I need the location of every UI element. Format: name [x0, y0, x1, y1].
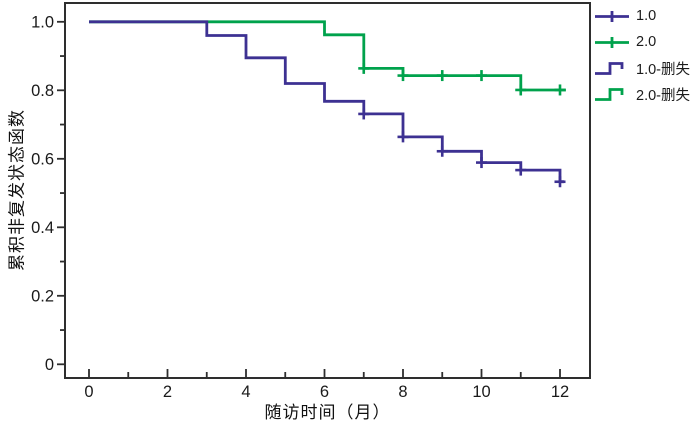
- x-tick-label: 6: [320, 383, 329, 401]
- legend-item: 1.0: [594, 3, 690, 29]
- y-tick-label: 0.6: [31, 150, 54, 168]
- x-tick-label: 0: [84, 383, 93, 401]
- x-tick-label: 4: [241, 383, 250, 401]
- legend-line-plus-icon: [595, 10, 629, 22]
- legend-label: 2.0-删失: [636, 87, 690, 104]
- plot-frame: [64, 2, 591, 379]
- y-tick-label: 0: [45, 356, 54, 374]
- legend-item: 2.0: [594, 29, 690, 55]
- legend-step-icon: [595, 87, 624, 101]
- legend-line-plus-icon: [595, 36, 629, 48]
- x-tick-label: 12: [551, 383, 569, 401]
- legend-item: 1.0-删失: [594, 55, 690, 81]
- x-axis-title: 随访时间（月）: [264, 403, 391, 422]
- legend-label: 1.0-删失: [636, 61, 690, 78]
- legend: 1.0 2.0 1.0-删失 2.0-删失: [594, 3, 690, 107]
- survival-curve-1.0: [89, 20, 564, 184]
- x-tick-label: 2: [163, 383, 172, 401]
- y-tick-label: 0.8: [31, 82, 54, 100]
- y-tick-label: 0.2: [31, 287, 54, 305]
- legend-label: 2.0: [636, 34, 657, 50]
- y-tick-label: 0.4: [31, 219, 54, 237]
- y-tick-label: 1.0: [31, 13, 54, 31]
- legend-step-icon: [595, 61, 624, 75]
- x-tick-label: 8: [398, 383, 407, 401]
- x-tick-label: 10: [472, 383, 490, 401]
- survival-curve-2.0: [89, 20, 566, 92]
- y-axis-title: 累积非复发状态函数: [7, 109, 27, 271]
- legend-label: 1.0: [636, 8, 657, 24]
- legend-item: 2.0-删失: [594, 81, 690, 107]
